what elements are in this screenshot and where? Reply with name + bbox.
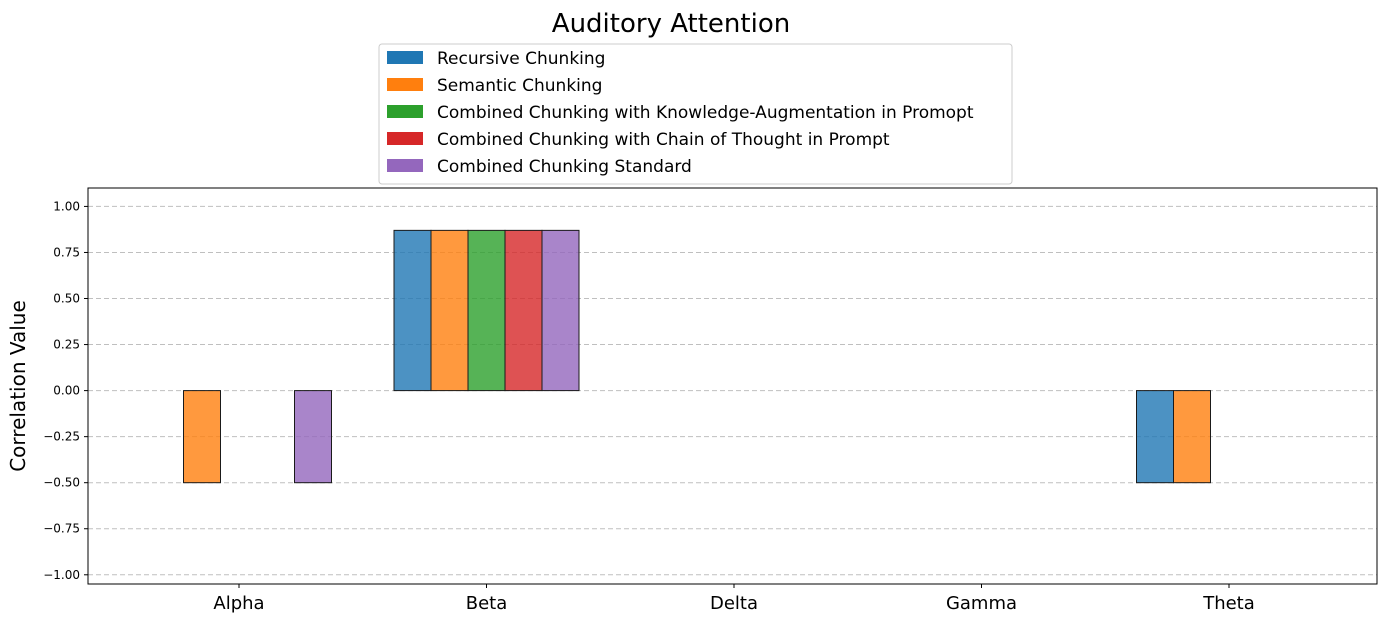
- legend-swatch: [387, 159, 423, 172]
- x-tick-label-gamma: Gamma: [946, 593, 1017, 614]
- bar-beta-series-5: [541, 229, 580, 392]
- y-tick-label: −0.25: [43, 430, 80, 444]
- legend-label: Semantic Chunking: [437, 76, 602, 96]
- legend-label: Combined Chunking Standard: [437, 157, 692, 177]
- y-tick-label: −1.00: [43, 568, 80, 582]
- y-tick-label: 0.25: [53, 338, 80, 352]
- legend-box: [378, 43, 1013, 185]
- y-tick-label: 0.50: [53, 292, 80, 306]
- bar-theta-series-2: [1173, 390, 1211, 484]
- bar-beta-series-2: [430, 229, 469, 392]
- bar-beta-series-3: [467, 229, 506, 392]
- legend-swatch: [387, 78, 423, 91]
- x-tick-label-delta: Delta: [710, 593, 758, 614]
- y-tick-label: 0.00: [53, 384, 80, 398]
- y-tick-label: −0.75: [43, 522, 80, 536]
- y-tick-label: −0.50: [43, 476, 80, 490]
- bar-beta-series-1: [393, 229, 432, 392]
- x-axis-ticks: Alpha Beta Delta Gamma Theta: [213, 584, 1255, 614]
- legend-swatch: [387, 132, 423, 145]
- y-axis-ticks: 1.00 0.75 0.50 0.25 0.00 −0.25 −0.50 −0.75 −1.00: [43, 199, 88, 582]
- legend-label: Recursive Chunking: [437, 49, 605, 69]
- bar-beta-series-4: [504, 229, 543, 392]
- legend-label: Combined Chunking with Chain of Thought …: [437, 130, 890, 150]
- plot-frame: [87, 187, 1378, 585]
- bar-alpha-series-2: [183, 390, 221, 484]
- bar-alpha-series-5: [294, 390, 332, 484]
- bar-theta-series-1: [1136, 390, 1174, 484]
- bar-series: [183, 229, 1211, 484]
- x-tick-label-theta: Theta: [1202, 593, 1255, 614]
- x-tick-label-alpha: Alpha: [213, 593, 264, 614]
- y-tick-label: 1.00: [53, 199, 80, 213]
- chart-legend: Recursive Chunking Semantic Chunking Combi…: [378, 43, 1013, 185]
- y-tick-label: 0.75: [53, 245, 80, 259]
- legend-swatch: [387, 51, 423, 64]
- x-tick-label-beta: Beta: [466, 593, 508, 614]
- chart-title: Auditory Attention: [552, 9, 790, 39]
- legend-label: Combined Chunking with Knowledge-Augment…: [437, 103, 974, 123]
- y-axis-label: Correlation Value: [6, 300, 30, 472]
- legend-swatch: [387, 105, 423, 118]
